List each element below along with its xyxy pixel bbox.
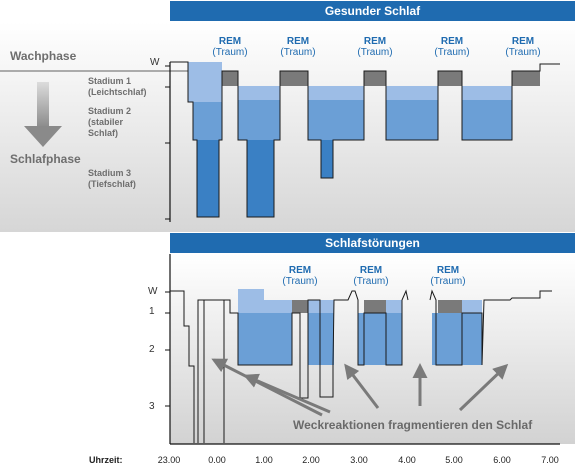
healthy-sleep-banner: Gesunder Schlaf: [170, 1, 575, 21]
bottom-ytick-1: 1: [149, 306, 155, 317]
x-tick-0600: 6.00: [493, 455, 511, 465]
x-tick-0100: 1.00: [255, 455, 273, 465]
x-tick-0000: 0.00: [208, 455, 226, 465]
stage2-label: Stadium 2 (stabiler Schlaf): [88, 106, 132, 138]
bottom-rem-label-3: REM (Traum): [430, 265, 466, 287]
bottom-ytick-w: W: [148, 286, 158, 297]
top-rem-label-5: REM (Traum): [505, 36, 541, 58]
top-rem-bars: [222, 71, 540, 86]
x-tick-0500: 5.00: [445, 455, 463, 465]
sleep-phase-label: Schlafphase: [10, 152, 81, 166]
bottom-rem-bars: [292, 300, 462, 313]
x-tick-0400: 4.00: [398, 455, 416, 465]
bottom-rem-label-2: REM (Traum): [353, 265, 389, 287]
x-axis-title: Uhrzeit:: [89, 455, 123, 465]
x-tick-0300: 3.00: [350, 455, 368, 465]
bottom-sleep-blocks: [238, 289, 482, 365]
bottom-rem-label-1: REM (Traum): [282, 265, 318, 287]
stage1-label: Stadium 1 (Leichtschlaf): [88, 76, 147, 97]
bottom-hypnogram-line: [170, 289, 552, 443]
top-rem-label-2: REM (Traum): [280, 36, 316, 58]
top-ytick-w: W: [150, 57, 160, 68]
down-arrow-icon: [24, 82, 62, 147]
top-sleep-blocks: [188, 62, 512, 217]
bottom-ytick-2: 2: [149, 344, 155, 355]
top-rem-label-1: REM (Traum): [212, 36, 248, 58]
stage3-label: Stadium 3 (Tiefschlaf): [88, 168, 136, 189]
sleep-disorders-banner: Schlafstörungen: [170, 233, 575, 253]
top-hypnogram-line: [170, 61, 560, 218]
wake-phase-label: Wachphase: [10, 49, 77, 63]
top-rem-label-3: REM (Traum): [357, 36, 393, 58]
arousal-pointer-arrows: [211, 358, 509, 417]
bottom-ytick-3: 3: [149, 401, 155, 412]
x-tick-2300: 23.00: [157, 455, 181, 465]
top-rem-label-4: REM (Traum): [434, 36, 470, 58]
x-tick-0200: 2.00: [302, 455, 320, 465]
x-tick-0700: 7.00: [541, 455, 559, 465]
arousal-caption: Weckreaktionen fragmentieren den Schlaf: [293, 418, 533, 432]
